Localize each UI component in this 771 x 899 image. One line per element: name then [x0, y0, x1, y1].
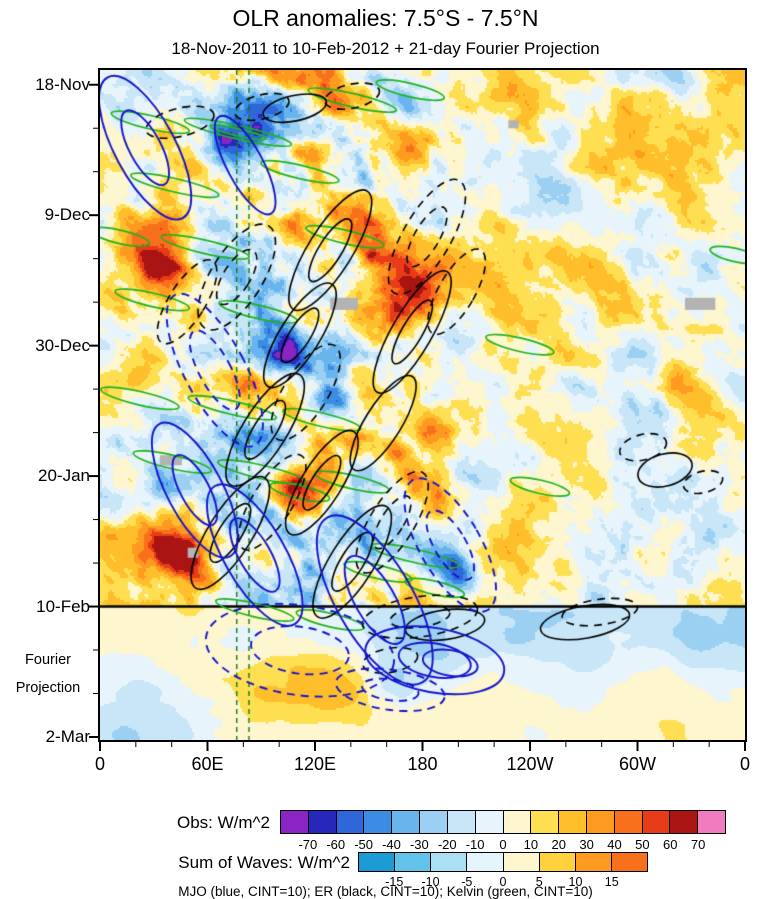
- colorbar-cell: [558, 810, 587, 834]
- colorbar-tick-label: -50: [354, 837, 374, 852]
- colorbar-cell: [538, 852, 576, 872]
- colorbar-tick-label: -40: [382, 837, 401, 852]
- colorbar-tick-label: -10: [421, 875, 440, 889]
- colorbar-cell: [394, 852, 432, 872]
- fourier-label-line2: Projection: [15, 680, 81, 696]
- colorbar-tick-label: 0: [499, 837, 507, 852]
- x-tick-label: 180: [407, 754, 438, 774]
- chart-title: OLR anomalies: 7.5°S - 7.5°N: [232, 5, 539, 31]
- colorbar-cell: [669, 810, 699, 834]
- chart-subtitle: 18-Nov-2011 to 10-Feb-2012 + 21-day Four…: [171, 39, 600, 58]
- colorbar-cell: [641, 810, 671, 834]
- x-tick-label: 0: [739, 754, 750, 774]
- x-tick-label: 60W: [618, 754, 656, 774]
- colorbar-tick-label: 15: [604, 875, 619, 889]
- colorbar-tick-label: 10: [523, 837, 539, 852]
- x-tick-label: 120E: [293, 754, 336, 774]
- colorbar-cell: [358, 852, 396, 872]
- colorbar-cell: [530, 810, 560, 834]
- colorbar-cell: [419, 810, 448, 834]
- colorbar-cell: [502, 852, 540, 872]
- obs-colorbar-ticks: -70 -60 -50 -40 -30 -20 -10 0 10 20 30 40 50 60 70: [280, 837, 726, 853]
- colorbar-tick-label: -15: [385, 875, 404, 889]
- y-tick-label: 9-Dec: [44, 205, 90, 225]
- colorbar-tick-label: -30: [409, 837, 429, 852]
- colorbar-cell: [307, 810, 337, 834]
- colorbar-tick-label: 20: [551, 837, 566, 852]
- colorbar-tick-label: 60: [663, 837, 678, 852]
- colorbar-tick-label: -20: [437, 837, 457, 852]
- x-tick-label: 0: [94, 754, 105, 774]
- colorbar-cell: [697, 810, 726, 834]
- colorbar-cell: [280, 810, 309, 834]
- legend-caption: MJO (blue, CINT=10); ER (black, CINT=10)…: [178, 884, 593, 899]
- y-tick-label: 18-Nov: [35, 74, 90, 94]
- colorbar-tick-label: 30: [579, 837, 594, 852]
- colorbar-cell: [430, 852, 468, 872]
- colorbar-tick-label: -70: [298, 837, 318, 852]
- colorbar-cell: [335, 810, 365, 834]
- colorbar-cell: [574, 852, 612, 872]
- x-tick-label: 60E: [191, 754, 224, 774]
- colorbar-tick-label: 50: [635, 837, 650, 852]
- y-tick-label: 10-Feb: [36, 596, 90, 616]
- colorbar-tick-label: 70: [690, 837, 706, 852]
- colorbar-cell: [585, 810, 615, 834]
- colorbar-tick-label: 10: [568, 875, 583, 889]
- hovmoller-field-canvas: [100, 70, 745, 740]
- colorbar-tick-label: 0: [499, 875, 507, 889]
- colorbar-cell: [391, 810, 421, 834]
- colorbar-tick-label: 5: [535, 875, 543, 889]
- colorbar-cell: [610, 852, 648, 872]
- colorbar-tick-label: -5: [461, 875, 473, 889]
- colorbar-cell: [502, 810, 532, 834]
- colorbar-tick-label: -60: [326, 837, 346, 852]
- colorbar-cell: [446, 810, 476, 834]
- colorbar-tick-label: 40: [607, 837, 622, 852]
- obs-colorbar-label: Obs: W/m^2: [177, 813, 270, 832]
- obs-colorbar: [280, 810, 726, 834]
- y-tick-label: 2-Mar: [45, 726, 90, 746]
- fourier-projection-label: Fourier Projection: [0, 646, 96, 702]
- colorbar-tick-label: -10: [465, 837, 485, 852]
- y-tick-label: 30-Dec: [35, 335, 90, 355]
- waves-colorbar-ticks: -15 -10 -5 0 5 10 15: [358, 875, 648, 891]
- colorbar-cell: [613, 810, 643, 834]
- x-tick-label: 120W: [506, 754, 554, 774]
- colorbar-cell: [466, 852, 504, 872]
- colorbar-cell: [363, 810, 393, 834]
- fourier-label-line1: Fourier: [25, 652, 71, 668]
- colorbar-cell: [474, 810, 504, 834]
- waves-colorbar-label: Sum of Waves: W/m^2: [178, 853, 350, 872]
- waves-colorbar: [358, 852, 648, 872]
- y-tick-label: 20-Jan: [38, 466, 90, 486]
